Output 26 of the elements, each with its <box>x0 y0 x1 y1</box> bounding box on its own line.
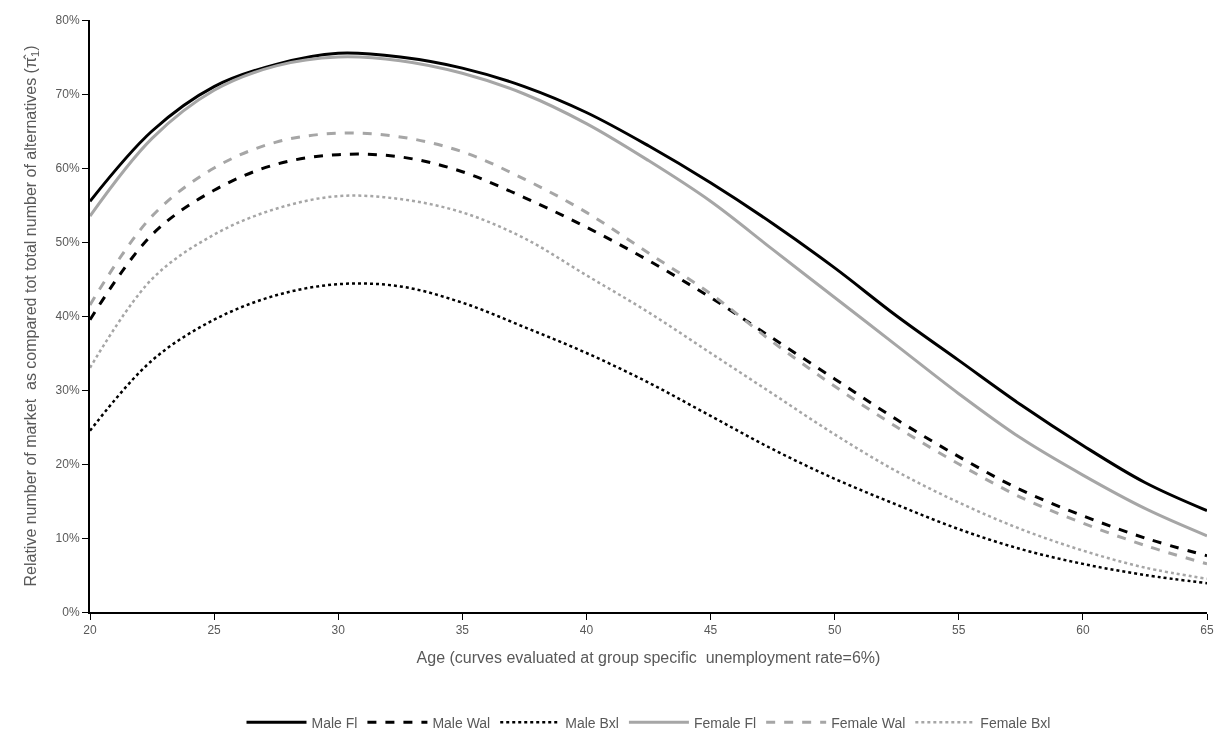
y-tick-label: 30% <box>55 383 80 398</box>
legend-label: Female Fl <box>693 714 757 731</box>
y-tick-label: 80% <box>55 13 80 28</box>
legend-label: Female Bxl <box>980 714 1051 731</box>
x-tick-label: 40 <box>579 623 594 638</box>
y-tick-label: 0% <box>62 605 80 620</box>
x-axis-title: Age (curves evaluated at group specific unemployment rate=6%) <box>416 648 881 666</box>
legend-label: Male Fl <box>311 714 358 731</box>
x-tick-label: 50 <box>827 623 842 638</box>
legend-label: Male Bxl <box>565 714 619 731</box>
y-tick-label: 60% <box>55 161 80 176</box>
x-tick-label: 55 <box>952 623 966 638</box>
legend-label: Female Wal <box>831 714 906 731</box>
x-tick-label: 25 <box>207 623 222 638</box>
x-tick-label: 45 <box>703 623 718 638</box>
x-tick-label: 30 <box>331 623 346 638</box>
legend-label: Male Wal <box>432 714 491 731</box>
y-tick-label: 20% <box>55 457 80 472</box>
x-tick-label: 35 <box>455 623 470 638</box>
x-tick-label: 60 <box>1076 623 1090 638</box>
x-tick-label: 65 <box>1200 623 1214 638</box>
y-tick-label: 50% <box>55 235 80 250</box>
y-tick-label: 70% <box>55 87 80 102</box>
y-tick-label: 10% <box>55 531 80 546</box>
x-tick-label: 20 <box>83 623 97 638</box>
y-tick-label: 40% <box>55 309 80 324</box>
